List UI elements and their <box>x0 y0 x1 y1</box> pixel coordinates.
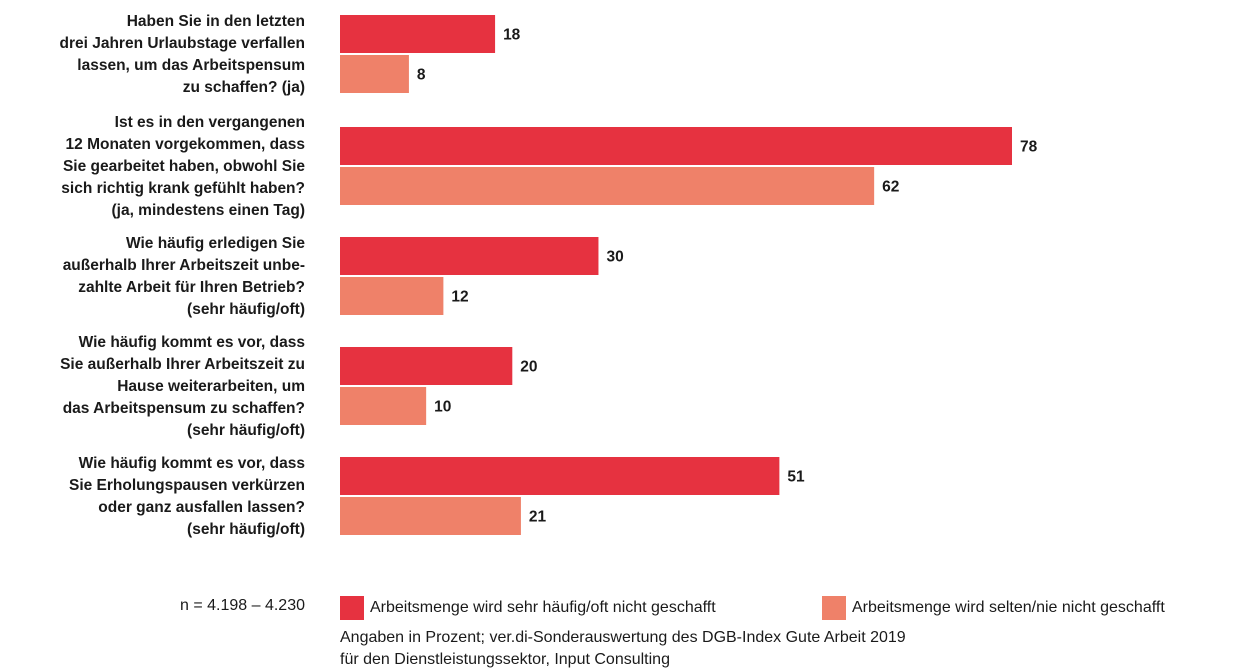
category-label-line: (sehr häufig/oft) <box>187 422 305 439</box>
bar-value-label: 10 <box>434 399 451 416</box>
category-label-line: 12 Monaten vorgekommen, dass <box>66 136 305 153</box>
category-label-line: Sie gearbeitet haben, obwohl Sie <box>63 158 305 175</box>
category-label-line: (sehr häufig/oft) <box>187 301 305 318</box>
bar-value-label: 21 <box>529 509 547 526</box>
bar-series-1 <box>340 347 513 385</box>
bar-series-2 <box>340 167 875 205</box>
bar-series-2 <box>340 277 444 315</box>
bar-value-label: 51 <box>787 469 805 486</box>
bar-value-label: 30 <box>606 249 623 266</box>
bar-series-2 <box>340 497 521 535</box>
category-label-line: zu schaffen? (ja) <box>183 79 305 96</box>
category-label-line: lassen, um das Arbeitspensum <box>77 57 305 74</box>
category-label-line: Wie häufig kommt es vor, dass <box>79 455 305 472</box>
category-label-line: Ist es in den vergangenen <box>115 114 305 131</box>
legend-label-series-2: Arbeitsmenge wird selten/nie nicht gesch… <box>852 599 1165 616</box>
legend-swatch-series-1 <box>340 596 364 620</box>
category-label-line: sich richtig krank gefühlt haben? <box>61 180 305 197</box>
sample-size-label: n = 4.198 – 4.230 <box>180 597 305 614</box>
category-label: Wie häufig kommt es vor, dass Sie Erholun… <box>69 455 305 538</box>
bar-series-1 <box>340 237 599 275</box>
category-label-line: Hause weiterarbeiten, um <box>117 378 305 395</box>
bar-series-1 <box>340 457 780 495</box>
category-label-line: zahlte Arbeit für Ihren Betrieb? <box>78 279 305 296</box>
source-note: Angaben in Prozent; ver.di-Sonderauswert… <box>340 627 906 671</box>
category-label-line: außerhalb Ihrer Arbeitszeit unbe- <box>63 257 305 274</box>
bar-value-label: 18 <box>503 27 521 44</box>
bar-value-label: 20 <box>520 359 537 376</box>
category-label: Wie häufig erledigen Sie außerhalb Ihrer … <box>63 235 306 318</box>
bar-series-1 <box>340 15 496 53</box>
legend-item-series-2: Arbeitsmenge wird selten/nie nicht gesch… <box>822 596 1165 620</box>
category-label: Haben Sie in den letzten drei Jahren Urla… <box>59 13 305 96</box>
bar-value-label: 12 <box>451 289 468 306</box>
category-label-line: Wie häufig erledigen Sie <box>126 235 305 252</box>
bar-series-1 <box>340 127 1012 165</box>
bar-series-2 <box>340 55 409 93</box>
category-label-line: (sehr häufig/oft) <box>187 521 305 538</box>
category-label-line: Sie Erholungspausen verkürzen <box>69 477 305 494</box>
legend-swatch-series-2 <box>822 596 846 620</box>
bar-chart: Haben Sie in den letzten drei Jahren Urla… <box>59 13 1038 538</box>
category-label-line: Haben Sie in den letzten <box>127 13 305 30</box>
source-note-line-1: Angaben in Prozent; ver.di-Sonderauswert… <box>340 629 906 646</box>
bar-series-2 <box>340 387 427 425</box>
category-label-line: Wie häufig kommt es vor, dass <box>79 334 305 351</box>
bar-value-label: 62 <box>882 179 899 196</box>
bar-value-label: 78 <box>1020 139 1038 156</box>
bar-value-label: 8 <box>417 67 426 84</box>
category-label: Wie häufig kommt es vor, dass Sie außerha… <box>60 334 305 439</box>
category-label-line: drei Jahren Urlaubstage verfallen <box>59 35 305 52</box>
category-label-line: oder ganz ausfallen lassen? <box>98 499 305 516</box>
source-note-line-2: für den Dienstleistungssektor, Input Con… <box>340 651 670 668</box>
category-label-line: (ja, mindestens einen Tag) <box>111 202 305 219</box>
category-label-line: Sie außerhalb Ihrer Arbeitszeit zu <box>60 356 305 373</box>
category-label: Ist es in den vergangenen 12 Monaten vorg… <box>61 114 305 219</box>
category-label-line: das Arbeitspensum zu schaffen? <box>63 400 305 417</box>
legend-label-series-1: Arbeitsmenge wird sehr häufig/oft nicht … <box>370 599 716 616</box>
legend-item-series-1: Arbeitsmenge wird sehr häufig/oft nicht … <box>340 596 716 620</box>
